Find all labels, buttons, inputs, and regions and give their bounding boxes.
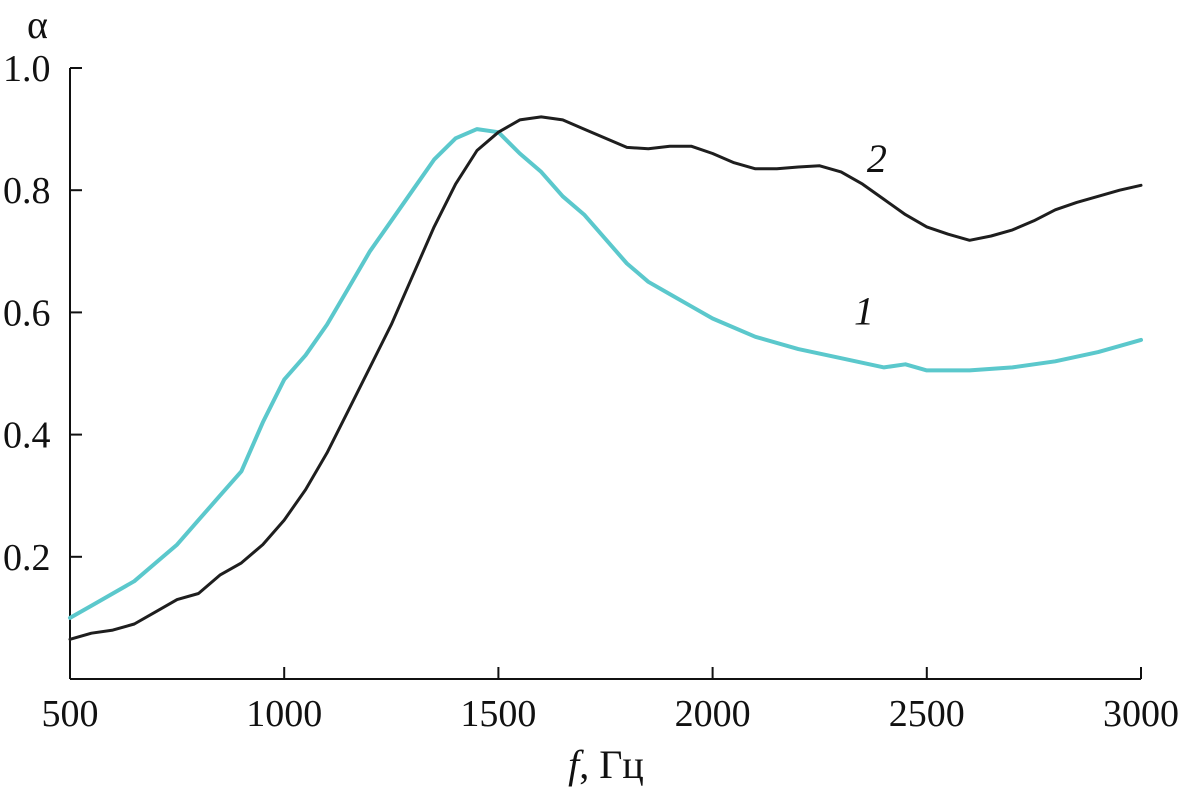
y-tick-label: 0.4 (3, 415, 51, 457)
y-tick-label: 0.6 (3, 292, 51, 334)
series-label-1: 1 (854, 289, 874, 334)
y-tick-label: 0.8 (3, 170, 51, 212)
x-tick-label: 1500 (460, 693, 536, 735)
x-ticks: 500 1000 1500 2000 2500 3000 (42, 667, 1179, 735)
series-line-2 (68, 115, 1143, 641)
x-axis-title-unit: , Гц (579, 742, 644, 787)
series-label-2: 2 (867, 136, 887, 181)
y-tick-label: 1.0 (3, 48, 51, 90)
x-axis-title: f, Гц (568, 742, 644, 787)
axes (69, 68, 1141, 680)
y-tick-label: 0.2 (3, 537, 51, 579)
x-tick-label: 2500 (889, 693, 965, 735)
series-line-1 (68, 127, 1143, 620)
x-tick-label: 1000 (246, 693, 322, 735)
x-tick-label: 3000 (1103, 693, 1179, 735)
x-tick-label: 2000 (675, 693, 751, 735)
y-ticks: 0.2 0.4 0.6 0.8 1.0 (3, 48, 82, 579)
series-labels: 12 (854, 136, 887, 334)
x-tick-label: 500 (42, 693, 99, 735)
y-axis-title: α (27, 2, 48, 47)
series-layer (68, 115, 1143, 641)
